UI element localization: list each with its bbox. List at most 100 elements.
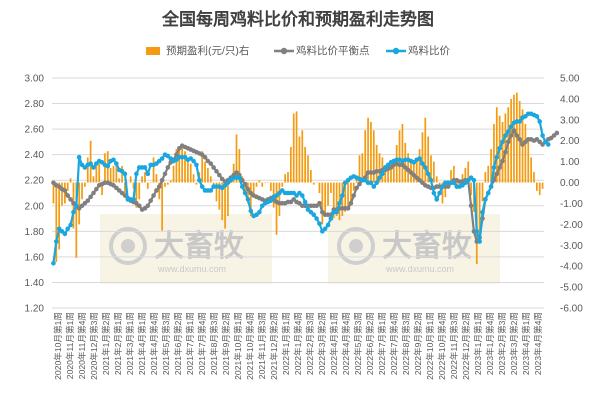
left-axis: 1.20 1.40 1.60 1.80 2.00 2.20 2.40 2.60 2.80 3.00 [25,74,45,315]
line-balance-point [136,203,142,209]
right-tick-label: 1.00 [560,157,580,168]
line-balance-point [85,198,91,203]
line-balance-point [514,133,520,138]
profit-bar [261,182,264,187]
profit-bar [124,182,126,196]
profit-bar [95,165,98,183]
profit-bar [69,178,72,183]
line-ratio-point [485,190,491,196]
profit-bar [318,182,321,193]
profit-bar [364,130,367,183]
x-tick-label: 2022年3月第2周 [316,312,327,375]
watermark-logo-icon [337,227,375,265]
profit-bar [166,182,169,185]
line-ratio-point [540,133,545,138]
line-balance-point [445,184,451,189]
profit-bar [312,182,315,185]
line-balance-point [202,154,208,160]
line-ratio-point [508,124,514,129]
line-ratio-point [302,199,308,205]
line-ratio-point [257,209,262,215]
line-ratio-point [425,171,431,177]
profit-bar [146,182,149,189]
profit-bar [121,165,123,183]
profit-bar [66,182,69,191]
profit-bar [61,182,63,206]
profit-bar [172,165,175,183]
x-tick-label: 2021年10月第4周 [244,312,255,380]
x-tick-label: 2022年5月第3周 [352,312,363,375]
x-tick-label: 2022年7月第1周 [376,312,387,375]
profit-bar [169,180,172,183]
legend-swatch [146,47,160,55]
x-tick-label: 2020年10月第1周 [52,312,63,380]
left-tick-label: 1.60 [25,252,45,263]
profit-bar [533,172,535,183]
line-ratio-point [159,156,165,161]
profit-bar [478,182,481,237]
profit-bar [98,163,101,183]
line-ratio-point [145,171,151,177]
line-balance-point [505,139,511,145]
right-tick-label: 5.00 [560,74,580,85]
line-ratio-point [65,226,71,232]
x-tick-label: 2022年10月第4周 [436,312,447,380]
line-ratio-point [334,209,339,215]
line-balance-point [88,194,93,200]
profit-bar [470,182,472,196]
x-tick-label: 2022年1月第1周 [280,312,291,375]
profit-bar [538,182,541,196]
right-tick-label: 4.00 [560,94,580,105]
x-tick-label: 2023年2月第3周 [496,312,507,375]
right-tick-label: -3.00 [560,241,583,252]
line-ratio-point [440,184,445,189]
line-ratio-point [111,157,116,163]
legend-item: 鸡料比价平衡点 [274,44,370,57]
line-ratio-point [474,229,480,234]
profit-bar [235,134,238,183]
profit-bar [284,174,286,183]
line-balance-point [94,186,99,192]
right-tick-label: -6.00 [560,304,583,315]
profit-bar [453,165,455,183]
line-ratio-point [114,161,119,166]
profit-bar [104,153,106,183]
profit-bar [370,121,372,183]
line-ratio-point [480,209,485,215]
watermark-url: www.dxumu.com [385,264,454,274]
profit-bar [292,113,295,183]
profit-bar [384,167,387,183]
profit-bar [344,182,347,212]
x-tick-label: 2023年1月第4周 [484,312,495,375]
x-tick-label: 2021年12月第2周 [268,312,279,380]
line-balance-point [154,188,159,193]
watermark-brand: 大畜牧 [154,229,245,263]
x-tick-label: 2022年6月第2周 [364,312,375,375]
profit-bar [375,144,378,183]
profit-bar [258,180,261,183]
left-tick-label: 2.20 [25,176,45,187]
line-balance-point [217,172,222,178]
profit-bar [487,165,490,183]
line-ratio-point [245,197,251,202]
line-balance-point [156,184,162,189]
profit-bar [52,182,55,204]
right-axis: -6.00 -5.00 -4.00 -3.00 -2.00 -1.00 0.00 1.00 2.… [560,74,583,315]
profit-bar [335,182,338,216]
profit-bar [321,182,324,225]
profit-bar [224,182,226,229]
profit-bar [427,136,430,183]
profit-bar [524,124,527,183]
profit-bar [86,157,89,183]
line-ratio-point [537,119,543,124]
x-tick-label: 2021年1月第2周 [100,312,111,375]
profit-bar [347,182,349,208]
line-ratio-point [340,193,345,198]
x-tick-label: 2022年9月第2周 [412,312,423,375]
profit-bar [484,172,487,183]
line-balance-point [517,137,522,142]
profit-bar [315,182,318,184]
left-tick-label: 2.40 [25,150,45,161]
profit-bar [327,182,329,206]
